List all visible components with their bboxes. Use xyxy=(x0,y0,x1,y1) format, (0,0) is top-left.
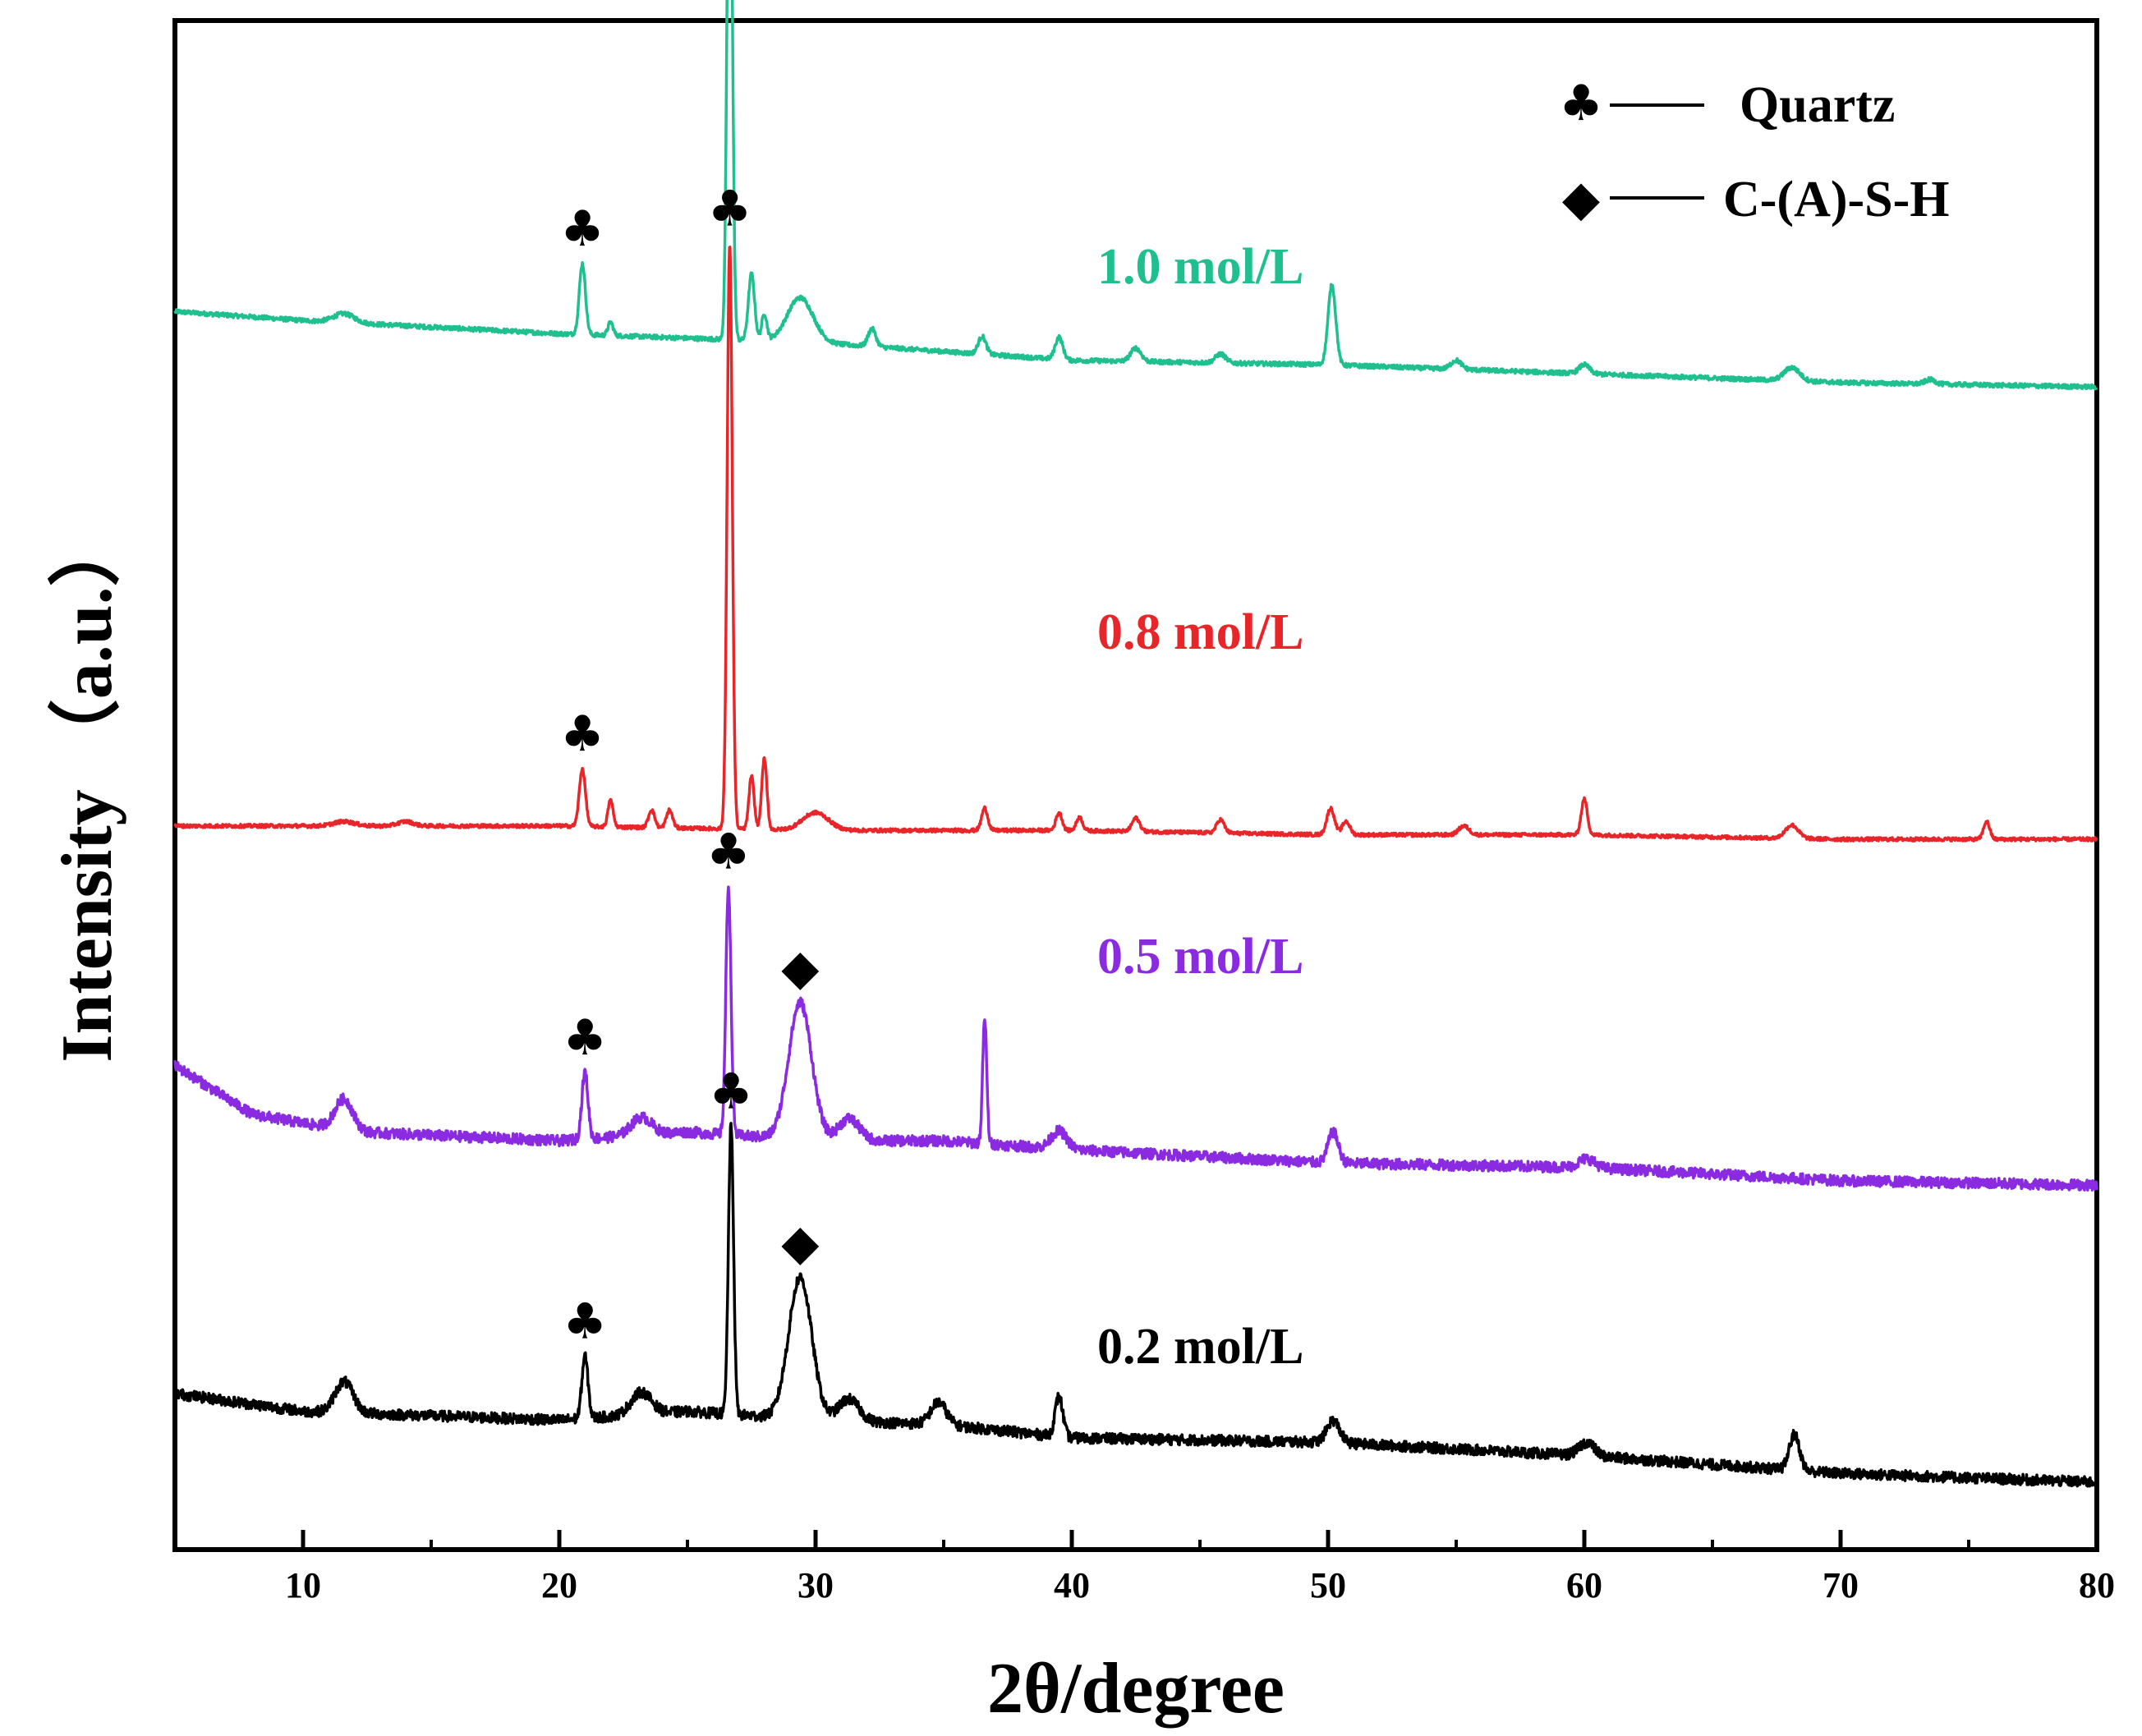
legend-quartz-label: Quartz xyxy=(1740,77,1895,133)
x-tick-label: 50 xyxy=(1310,1565,1346,1605)
series-label-05: 0.5 mol/L xyxy=(1097,929,1303,985)
quartz-marker-icon: ♣ xyxy=(709,1063,753,1120)
series-line-10 xyxy=(173,0,2098,391)
series-label-02: 0.2 mol/L xyxy=(1097,1319,1303,1375)
legend-quartz-icon: ♣ xyxy=(1559,75,1603,132)
marker-layer: ♣♣♣♣♣♣◆♣♣◆ xyxy=(560,181,819,1351)
plot-frame xyxy=(172,18,2099,1552)
x-tick-label: 20 xyxy=(541,1565,577,1605)
legend-csh-label: C-(A)-S-H xyxy=(1723,172,1950,227)
legend-csh-icon: ◆ xyxy=(1562,170,1600,227)
y-axis-title: Intensity （a.u.） xyxy=(48,514,127,1062)
series-layer: 1.0 mol/L 0.8 mol/L 0.5 mol/L 0.2 mol/L xyxy=(173,0,2098,1489)
x-tick-label: 10 xyxy=(285,1565,321,1605)
csh-marker-icon: ◆ xyxy=(781,1214,819,1271)
quartz-marker-icon: ♣ xyxy=(706,823,751,880)
series-line-05 xyxy=(173,885,2098,1192)
csh-marker-icon: ◆ xyxy=(781,939,819,997)
quartz-marker-icon: ♣ xyxy=(708,181,752,238)
quartz-marker-icon: ♣ xyxy=(560,200,604,258)
legend: ♣ Quartz ◆ C-(A)-S-H xyxy=(1559,75,1949,227)
x-tick-label: 80 xyxy=(2079,1565,2115,1605)
series-label-08: 0.8 mol/L xyxy=(1097,604,1303,660)
x-tick-label: 60 xyxy=(1566,1565,1602,1605)
x-tick-label: 40 xyxy=(1054,1565,1090,1605)
quartz-marker-icon: ♣ xyxy=(563,1293,607,1351)
x-axis-title: 2θ/degree xyxy=(987,1649,1285,1729)
series-line-08 xyxy=(173,246,2098,843)
series-label-10: 1.0 mol/L xyxy=(1097,239,1303,295)
quartz-marker-icon: ♣ xyxy=(560,705,604,763)
x-tick-label: 30 xyxy=(798,1565,834,1605)
quartz-marker-icon: ♣ xyxy=(563,1009,607,1067)
x-axis: 10 20 30 40 50 60 70 80 xyxy=(173,1530,2115,1605)
series-line-02 xyxy=(173,1122,2098,1489)
x-tick-label: 70 xyxy=(1823,1565,1859,1605)
